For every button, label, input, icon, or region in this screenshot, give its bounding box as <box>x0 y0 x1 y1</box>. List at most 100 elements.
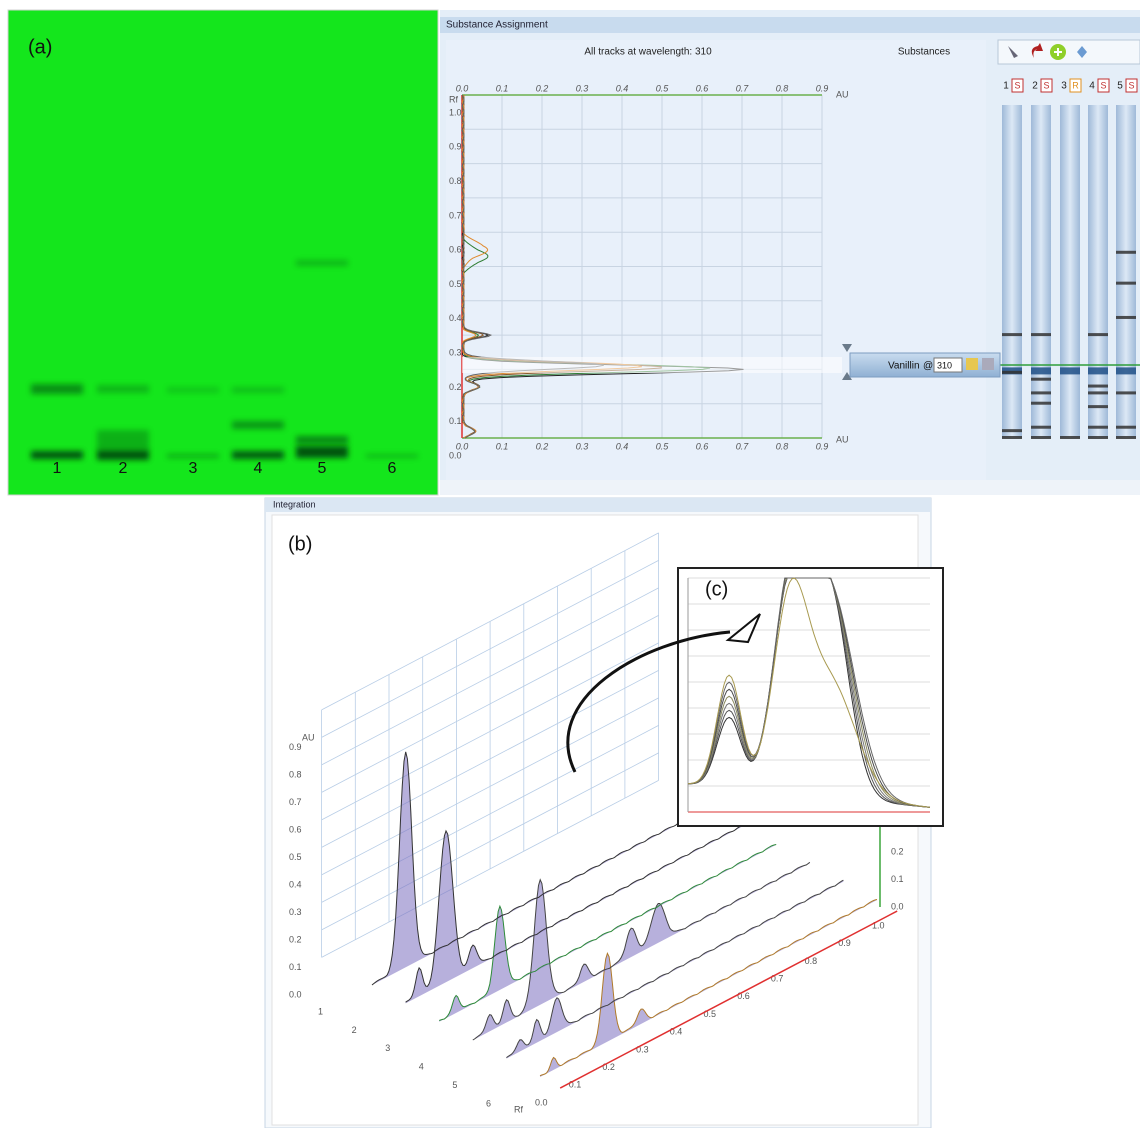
track-number: 3 <box>1061 81 1067 92</box>
track-band <box>1116 251 1136 254</box>
tlc-band <box>232 451 284 459</box>
x-tick-label: 0.6 <box>696 441 709 451</box>
track-number: 2 <box>1032 81 1038 92</box>
x-tick-label: 0.6 <box>696 83 709 93</box>
x-axis-unit: AU <box>836 89 849 99</box>
track-band <box>1031 378 1051 381</box>
substance-icon[interactable] <box>982 358 994 370</box>
tlc-band <box>167 454 219 458</box>
y-tick-label: 0.0 <box>289 989 302 999</box>
track-band <box>1031 426 1051 429</box>
track-number: 1 <box>1003 81 1009 92</box>
tlc-band <box>97 450 149 460</box>
x-tick-label: 0.2 <box>536 441 549 451</box>
y-tick-label: 0.9 <box>449 142 462 152</box>
track-band <box>1116 367 1136 374</box>
z-tick-label: 0.1 <box>891 874 904 884</box>
tlc-band <box>366 454 418 458</box>
lane-label: 3 <box>189 460 198 477</box>
x-tick-label: 0.3 <box>576 441 589 451</box>
track-tag: S <box>1014 80 1020 90</box>
inset <box>678 568 943 826</box>
track-band <box>1116 436 1136 439</box>
x-tick-label: 0.9 <box>816 441 829 451</box>
track-strip <box>1002 105 1022 438</box>
substance-at: @ <box>923 361 933 372</box>
track-tag: R <box>1072 80 1079 90</box>
window-title: Substance Assignment <box>446 20 548 31</box>
track-label: 2 <box>352 1025 357 1035</box>
lane-label: 5 <box>318 460 327 477</box>
track-strip <box>1116 105 1136 438</box>
y-tick-label: 0.3 <box>289 907 302 917</box>
track-number: 5 <box>1117 81 1123 92</box>
track-band <box>1088 385 1108 388</box>
track-strip <box>1060 105 1080 438</box>
track-label: 6 <box>486 1098 491 1108</box>
track-tag: S <box>1100 80 1106 90</box>
track-band <box>1060 367 1080 374</box>
track-band <box>1060 436 1080 439</box>
track-band <box>1002 436 1022 439</box>
y-tick-label: 1.0 <box>449 107 462 117</box>
y-tick-label: 0.2 <box>449 382 462 392</box>
y-axis-label: Rf <box>449 94 458 104</box>
lane-label: 1 <box>53 460 62 477</box>
y-tick-label: 0.6 <box>289 824 302 834</box>
track-band <box>1088 436 1108 439</box>
toolbar <box>998 40 1140 64</box>
track-band <box>1031 436 1051 439</box>
x-tick-label: 0.5 <box>704 1009 717 1019</box>
window-title: Integration <box>273 499 316 509</box>
track-band <box>1002 429 1022 432</box>
x-tick-label: 0.7 <box>736 83 750 93</box>
track-strip <box>1088 105 1108 438</box>
tlc-band <box>232 421 284 429</box>
y-tick-label: 0.9 <box>289 742 302 752</box>
x-tick-label: 0.6 <box>737 991 750 1001</box>
y-tick-label: 0.7 <box>289 797 302 807</box>
substance-icon[interactable] <box>966 358 978 370</box>
x-tick-label: 0.8 <box>805 956 818 966</box>
panel-label: (b) <box>288 533 312 555</box>
track-band <box>1088 426 1108 429</box>
track-label: 5 <box>452 1080 457 1090</box>
y-tick-label: 0.6 <box>449 245 462 255</box>
y-tick-label: 0.5 <box>289 852 302 862</box>
x-tick-label: 0.3 <box>576 83 589 93</box>
y-tick-label: 0.1 <box>289 962 302 972</box>
track-band <box>1031 367 1051 374</box>
track-label: 4 <box>419 1062 424 1072</box>
z-tick-label: 0.2 <box>891 846 904 856</box>
track-band <box>1088 405 1108 408</box>
x-tick-label: 0.5 <box>656 441 670 451</box>
x-tick-label: 0.4 <box>616 441 629 451</box>
status-strip <box>440 480 1140 495</box>
track-tag: S <box>1128 80 1134 90</box>
y-tick-label: 0.0 <box>449 450 462 460</box>
track-number: 4 <box>1089 81 1095 92</box>
lane-label: 6 <box>388 460 397 477</box>
page: {"panel_a": {"label": "(a)", "lanes": ["… <box>0 0 1140 1128</box>
track-band <box>1116 282 1136 285</box>
track-strip <box>1031 105 1051 438</box>
lane-label: 4 <box>254 460 263 477</box>
y-tick-label: 0.8 <box>289 769 302 779</box>
x-tick-label: 0.8 <box>776 83 789 93</box>
plot-background <box>446 40 986 480</box>
wavelength: 310 <box>937 360 952 370</box>
lane-label: 2 <box>119 460 128 477</box>
x-tick-label: 0.2 <box>602 1062 615 1072</box>
tlc-band <box>296 260 348 266</box>
y-axis-label: AU <box>302 732 315 742</box>
tlc-band <box>31 384 83 394</box>
inset-label: (c) <box>705 578 728 600</box>
title-bar <box>265 498 931 512</box>
x-tick-label: 0.0 <box>456 83 469 93</box>
x-axis-label: Rf <box>514 1104 523 1114</box>
y-tick-label: 0.3 <box>449 347 462 357</box>
track-label: 1 <box>318 1006 323 1016</box>
tlc-band <box>97 385 149 393</box>
x-tick-label: 0.4 <box>670 1027 683 1037</box>
selection-band <box>462 357 842 373</box>
